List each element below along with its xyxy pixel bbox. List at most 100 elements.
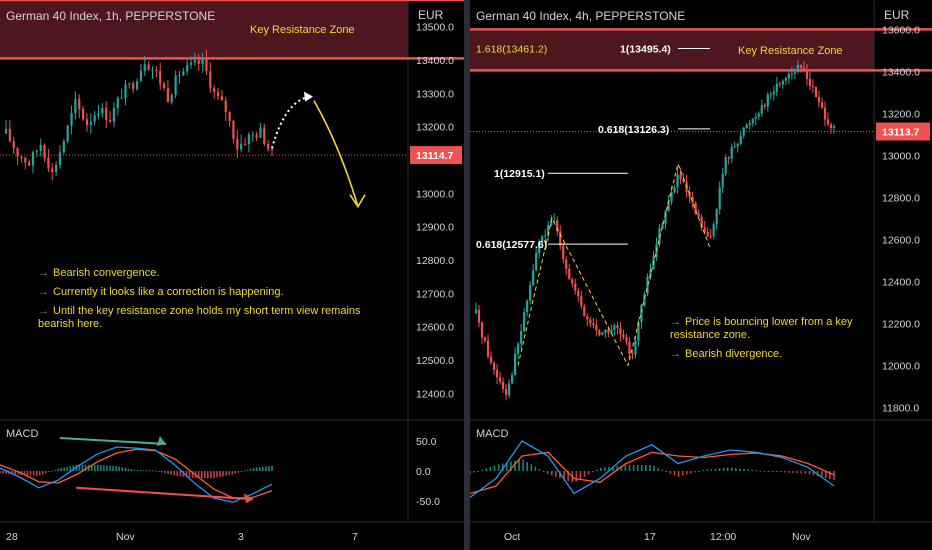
y-tick-label: 12500.0 [416,355,454,367]
x-tick-label: 12:00 [710,531,736,543]
macd-histogram-bar [534,466,537,471]
candle [205,57,208,72]
resistance-zone [470,29,874,71]
macd-histogram-bar [255,467,258,471]
macd-histogram-bar [41,471,44,475]
arrow-right-icon: → [38,286,49,298]
macd-histogram-bar [57,468,59,471]
candle [553,220,556,222]
candle [8,128,11,142]
x-tick-label: 7 [352,531,358,543]
fib-level-label: 1.618(13461.2) [476,44,547,56]
candle [520,331,523,344]
macd-histogram-bar [142,470,145,472]
macd-histogram-bar [2,471,4,474]
macd-histogram-bar [100,465,102,471]
candle [228,112,231,121]
panel-divider[interactable] [464,0,470,550]
candle [634,340,637,355]
macd-histogram-bar [231,471,234,475]
macd-histogram-bar [514,460,516,471]
candle [31,152,35,166]
macd-histogram-bar [518,459,520,471]
candle [529,285,532,301]
chart-panel-4h[interactable]: Key Resistance Zone 11800.0 12000.0 12200.0… [470,0,932,550]
candle [640,304,643,323]
macd-histogram-bar [530,464,533,471]
candle [220,96,223,101]
y-tick-label: 13000.0 [416,188,454,200]
macd-histogram-bar [243,470,246,472]
macd-tick-label: -50.0 [416,496,440,508]
candle [610,329,613,334]
candle [498,377,502,382]
x-tick-label: Nov [116,531,135,543]
macd-histogram-bar [0,471,1,474]
macd-histogram-bar [93,464,96,471]
candle [616,325,619,328]
y-tick-label: 12600.0 [416,322,454,334]
macd-histogram-bar [130,469,133,471]
macd-histogram-bar [771,471,774,472]
macd-histogram-bar [234,471,237,474]
macd-histogram-bar [48,471,50,473]
y-tick-label: 12400.0 [882,276,920,288]
candle [577,290,580,297]
macd-histogram-bar [222,471,224,477]
note-item: → Bearish convergence. [38,267,160,279]
candle [197,60,200,64]
candle [733,146,736,148]
macd-histogram-bar [714,468,717,471]
currency-label-1h: EUR [418,8,444,22]
candle [667,201,670,211]
macd-histogram-bar [118,466,120,471]
macd-histogram-bar [624,465,627,471]
fib-level-label: 1(12915.1) [494,168,545,180]
macd-histogram-bar [45,471,47,474]
candle [574,283,577,291]
candle [535,253,538,271]
macd-histogram-bar [17,471,20,475]
candle [721,173,724,188]
y-tick-label: 12000.0 [882,360,920,372]
macd-histogram-bar [649,465,651,471]
candle [694,202,697,214]
macd-tick-label: 0.0 [416,466,431,478]
chart-panel-1h[interactable]: Key Resistance Zone 12400.0 12500.0 12600.0… [0,0,464,550]
chart-1h-canvas[interactable]: Key Resistance Zone 12400.0 12500.0 12600.0… [0,0,464,550]
note-item: → Currently it looks like a correction is… [38,286,284,298]
candle [486,340,490,357]
candle [673,187,676,193]
candle [619,327,622,335]
candle [480,322,484,338]
macd-histogram-bar [510,461,512,471]
candle [120,97,123,99]
candle [16,148,19,157]
candle [589,319,592,324]
macd-histogram-bar [145,470,148,472]
candle [745,124,748,128]
macd-histogram-bar [477,471,479,472]
macd-histogram-bar [268,466,270,471]
macd-histogram-bar [176,471,179,477]
macd-histogram-bar [706,469,709,471]
candle [532,270,535,286]
candle [504,388,508,395]
chart-4h-canvas[interactable]: Key Resistance Zone 11800.0 12000.0 12200.0… [470,0,932,550]
macd-histogram-bar [812,471,815,476]
candle [727,157,730,159]
macd-histogram-bar [225,471,227,476]
macd-histogram-bar [207,471,209,479]
macd-histogram-bar [60,468,62,471]
macd-histogram-bar [636,465,639,471]
macd-histogram-bar [38,471,41,476]
macd-histogram-bar [501,463,504,471]
macd-histogram-bar [35,471,38,476]
candle [601,332,604,336]
candle [817,97,821,103]
candle [793,71,796,74]
candle [691,197,694,203]
candle [189,62,193,65]
macd-histogram-bar [265,466,267,471]
candle [251,134,254,136]
